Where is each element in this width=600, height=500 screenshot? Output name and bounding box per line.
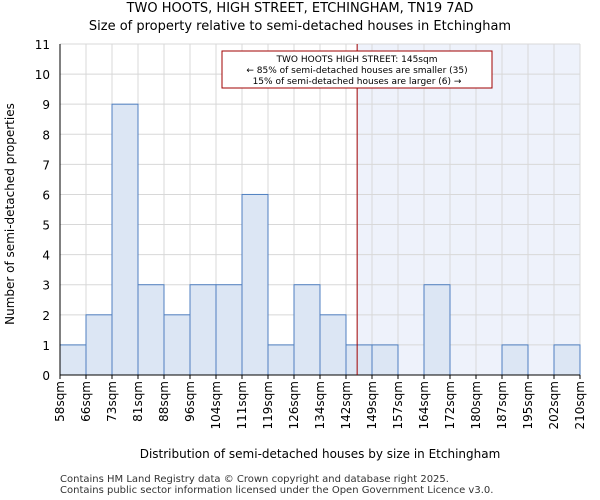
y-tick-label: 0 (42, 369, 50, 383)
x-tick-label: 58sqm (53, 381, 67, 422)
x-axis-label: Distribution of semi-detached houses by … (140, 447, 501, 461)
y-tick-label: 8 (42, 128, 50, 142)
histogram-bar (241, 193, 269, 376)
histogram-bar (163, 314, 191, 376)
x-tick-label: 134sqm (313, 381, 327, 429)
histogram-bar (553, 344, 581, 376)
footer-licence: Contains public sector information licen… (60, 485, 494, 496)
x-tick-label: 164sqm (417, 381, 431, 429)
histogram-bar (371, 344, 399, 376)
x-tick-label: 149sqm (365, 381, 379, 429)
y-tick-label: 6 (42, 188, 50, 202)
y-tick-label: 7 (42, 158, 50, 172)
histogram-bar (267, 344, 295, 376)
footer-copyright: Contains HM Land Registry data © Crown c… (60, 474, 449, 485)
x-tick-label: 111sqm (235, 381, 249, 429)
y-tick-label: 10 (35, 68, 50, 82)
x-tick-label: 66sqm (79, 381, 93, 422)
x-tick-label: 104sqm (209, 381, 223, 429)
x-tick-label: 96sqm (183, 381, 197, 422)
y-tick-label: 5 (42, 219, 50, 233)
histogram-bar (319, 314, 347, 376)
histogram-bar (137, 284, 165, 376)
annotation-line-1: TWO HOOTS HIGH STREET: 145sqm (276, 55, 438, 65)
y-tick-label: 4 (42, 249, 50, 263)
histogram-bar (293, 284, 321, 376)
x-tick-label: 81sqm (131, 381, 145, 422)
histogram-bar (85, 314, 113, 376)
x-tick-label: 73sqm (105, 381, 119, 422)
histogram-bar (345, 344, 373, 376)
chart-subtitle: Size of property relative to semi-detach… (88, 19, 512, 34)
x-tick-label: 172sqm (443, 381, 457, 429)
annotation-box: TWO HOOTS HIGH STREET: 145sqm ← 85% of s… (221, 50, 493, 89)
annotation-border (221, 50, 493, 89)
x-tick-label: 202sqm (547, 381, 561, 429)
x-tick-label: 157sqm (391, 381, 405, 429)
histogram-bar (423, 284, 451, 376)
histogram-bar (189, 284, 217, 376)
x-tick-label: 126sqm (287, 381, 301, 429)
y-tick-label: 1 (42, 339, 50, 353)
x-tick-label: 187sqm (495, 381, 509, 429)
y-tick-label: 9 (42, 98, 50, 112)
x-tick-label: 195sqm (521, 381, 535, 429)
histogram-bar (111, 103, 139, 376)
y-tick-label: 2 (42, 309, 50, 323)
x-tick-label: 119sqm (261, 381, 275, 429)
y-tick-label: 3 (42, 279, 50, 293)
histogram-bar (501, 344, 529, 376)
histogram-bar (59, 344, 87, 376)
chart-title: TWO HOOTS, HIGH STREET, ETCHINGHAM, TN19… (126, 1, 474, 16)
y-axis-label: Number of semi-detached properties (3, 103, 17, 325)
x-tick-label: 210sqm (573, 381, 587, 429)
annotation-line-3: 15% of semi-detached houses are larger (… (253, 77, 462, 87)
x-tick-label: 88sqm (157, 381, 171, 422)
larger-region-shade (357, 44, 580, 375)
histogram-bar (215, 284, 243, 376)
annotation-line-2: ← 85% of semi-detached houses are smalle… (246, 66, 467, 76)
x-tick-label: 142sqm (339, 381, 353, 429)
x-tick-label: 180sqm (469, 381, 483, 429)
y-tick-label: 11 (35, 38, 50, 52)
